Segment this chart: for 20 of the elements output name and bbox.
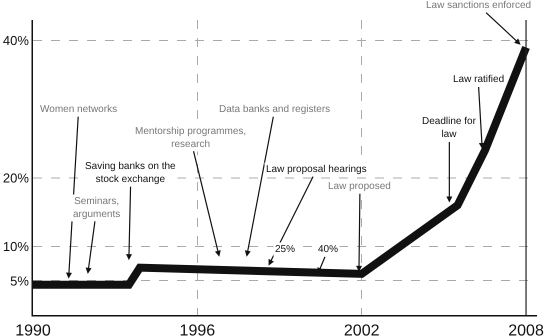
annotation: Law proposed: [328, 181, 391, 192]
annotation: Women networks: [40, 104, 118, 115]
annotation: Law ratified: [453, 74, 504, 85]
annotation: Law proposal hearings: [266, 164, 367, 175]
x-tick-label: 1996: [180, 322, 216, 336]
annotation: Law sanctions enforced: [426, 0, 532, 11]
x-tick-label: 2002: [344, 322, 380, 336]
y-tick-label: 10%: [2, 238, 30, 254]
annotation: 25%: [275, 244, 296, 255]
annotation: Seminars, arguments: [73, 196, 120, 220]
annotation: Mentorship programmes, research: [135, 126, 246, 150]
annotation: Data banks and registers: [219, 104, 330, 115]
y-tick-label: 5%: [10, 273, 30, 288]
x-tick-label: 2008: [508, 322, 544, 336]
annotation: 40%: [318, 244, 338, 255]
y-tick-label: 40%: [2, 33, 30, 48]
annotation: Saving banks on the stock exchange: [85, 161, 176, 185]
x-tick-label: 1990: [15, 322, 51, 336]
annotation: Deadline for law: [422, 116, 477, 140]
y-tick-label: 20%: [2, 170, 30, 186]
